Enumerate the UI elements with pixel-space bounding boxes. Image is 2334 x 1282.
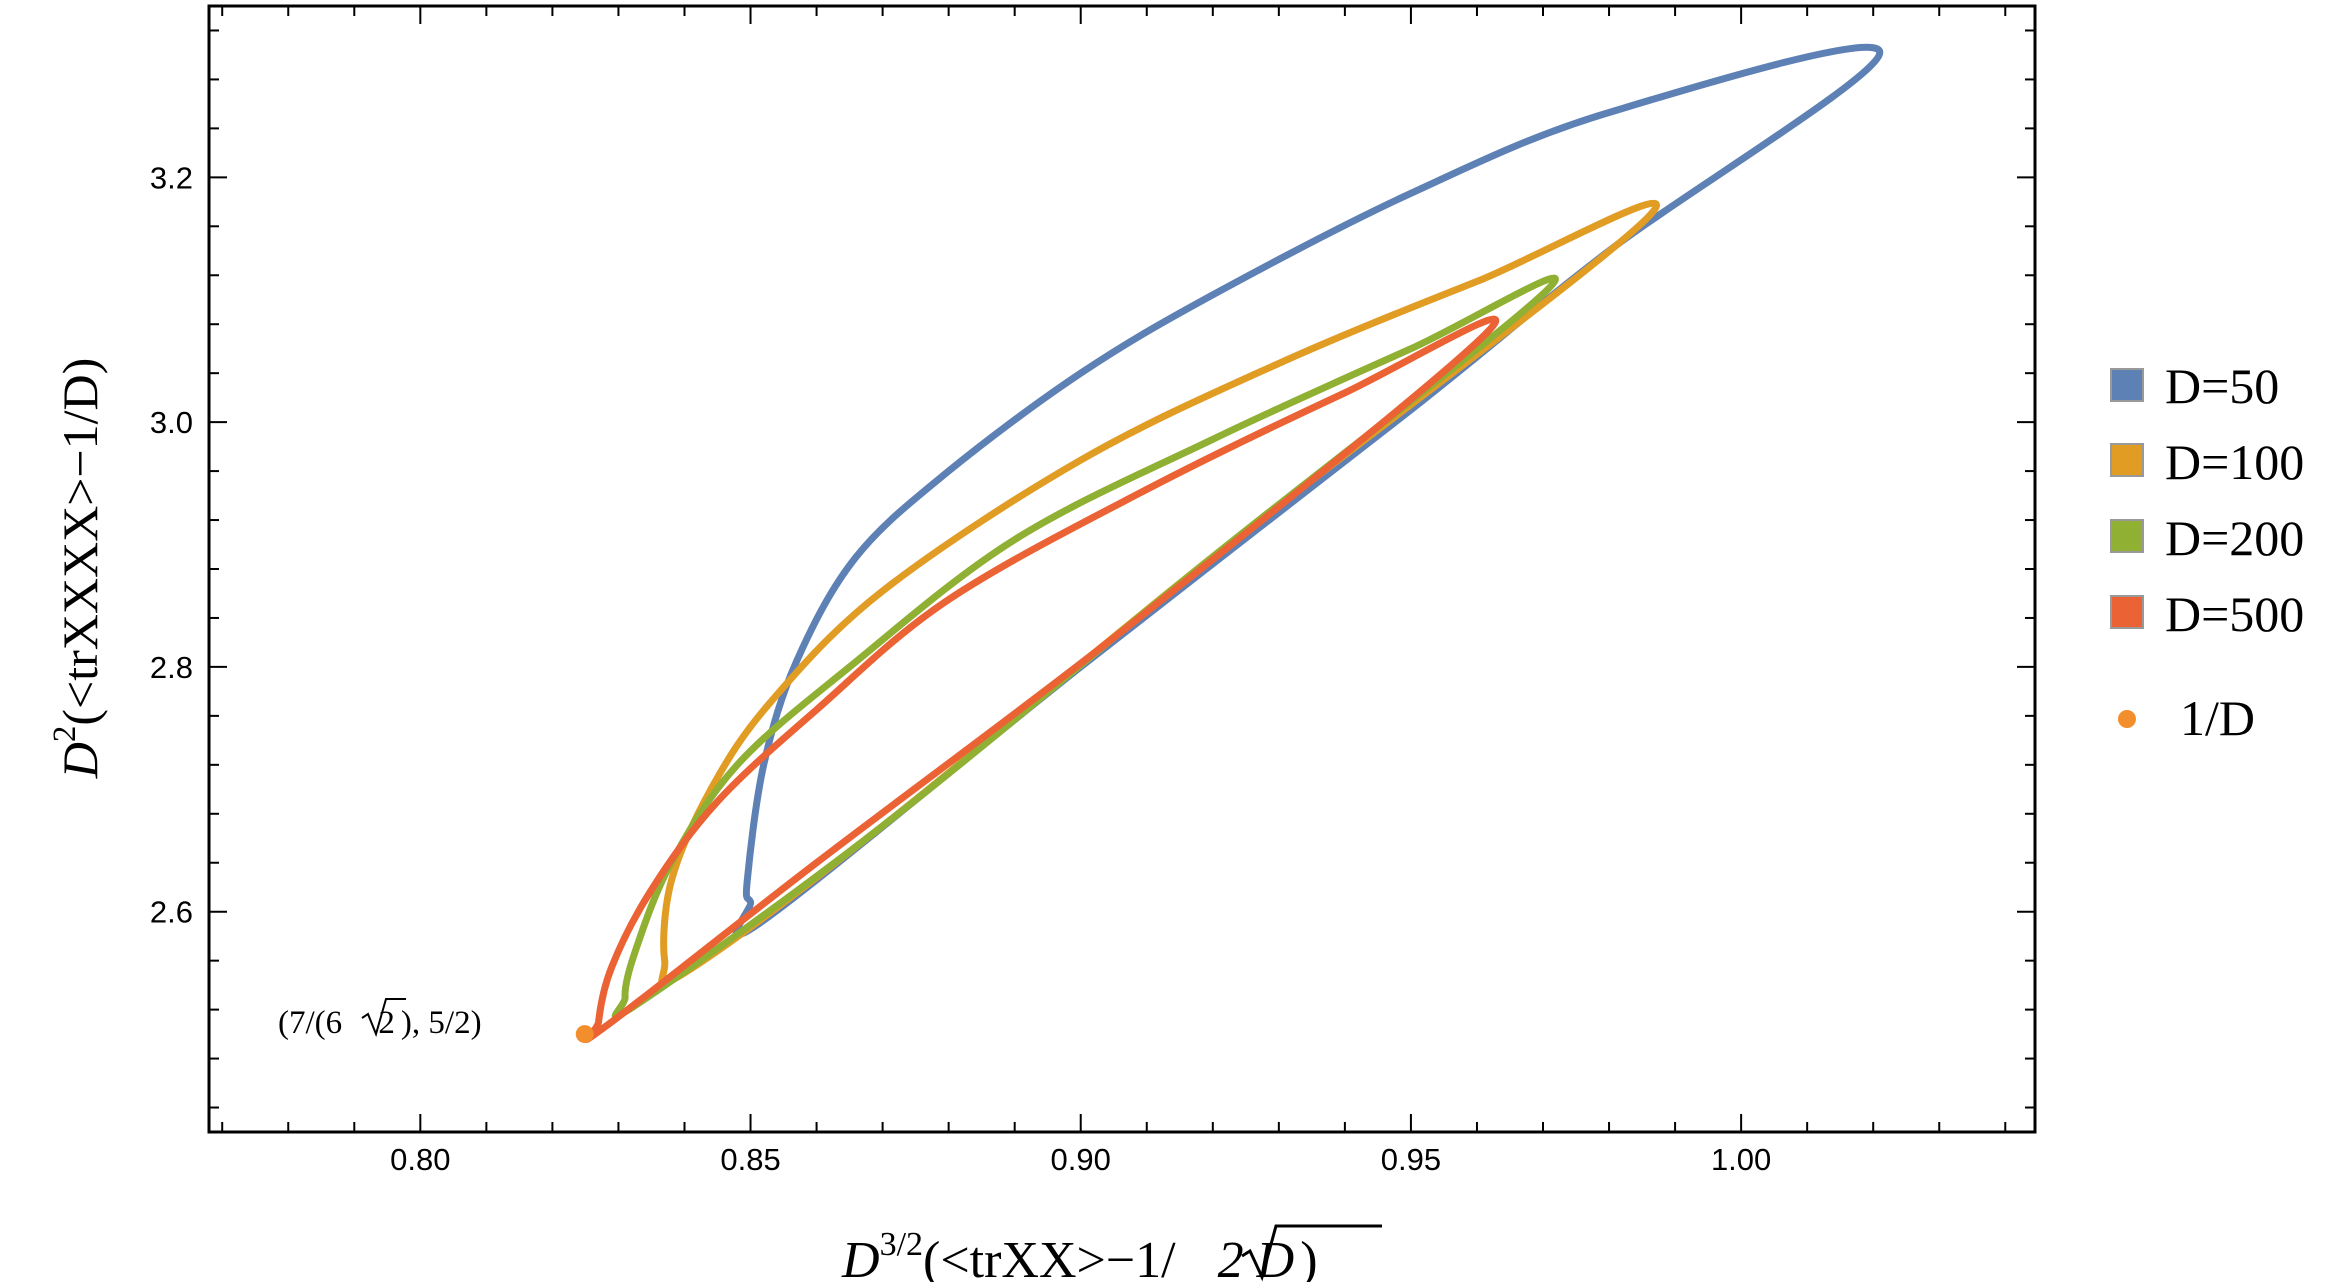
svg-text:(7/(6 2), 5/2): (7/(6 2), 5/2) (278, 1005, 482, 1041)
legend-label-d200: D=200 (2165, 510, 2304, 566)
x-axis-title: D3/2(<trXX>−1/2 D) (841, 1224, 1382, 1282)
x-tick-label: 0.95 (1381, 1142, 1441, 1177)
annotation-text-after: ), 5/2) (401, 1005, 482, 1041)
x-axis-title-suffix: ) (1300, 1232, 1317, 1282)
y-tick-label: 2.6 (150, 895, 193, 930)
x-tick-label: 0.85 (720, 1142, 780, 1177)
point-layer (575, 1025, 594, 1044)
tick-labels: 0.80 0.85 0.90 0.95 1.00 2.6 2.8 3.0 3.2 (150, 160, 1771, 1177)
x-axis-title-radicand: 2 D (1218, 1232, 1295, 1282)
y-tick-label: 3.0 (150, 405, 193, 440)
legend-swatch-d200 (2110, 519, 2144, 553)
legend: D=50 D=100 D=200 D=500 1/D (2110, 358, 2304, 746)
x-tick-label: 1.00 (1711, 1142, 1771, 1177)
svg-text:D3/2(<trXX>−1/2 D): D3/2(<trXX>−1/2 D) (841, 1226, 1318, 1282)
x-axis-title-prefix: D (841, 1232, 880, 1282)
axis-ticks (209, 6, 2035, 1132)
series-line-d500 (583, 315, 1500, 1043)
series-layer (583, 43, 1884, 1043)
x-tick-label: 0.80 (390, 1142, 450, 1177)
annotation-radicand: 2 (378, 1005, 395, 1041)
y-axis-title-prefix: D (52, 742, 108, 779)
legend-label-d500: D=500 (2165, 586, 2304, 642)
y-axis-title: D2(<trXXXX>−1/D) (47, 358, 108, 779)
point-1-over-d (575, 1025, 594, 1044)
annotation: (7/(6 2), 5/2) (278, 998, 482, 1041)
plot-frame (207, 4, 2037, 1134)
annotation-sqrt-sign (361, 998, 406, 1038)
y-tick-label: 2.8 (150, 650, 193, 685)
x-tick-label: 0.90 (1051, 1142, 1111, 1177)
svg-text:D2(<trXXXX>−1/D): D2(<trXXXX>−1/D) (47, 358, 108, 779)
legend-swatch-d100 (2110, 443, 2144, 477)
x-axis-sqrt-sign (1241, 1224, 1382, 1282)
legend-marker-1-over-d (2118, 710, 2136, 728)
legend-label-d100: D=100 (2165, 434, 2304, 490)
legend-label-d50: D=50 (2165, 358, 2279, 414)
legend-swatch-d50 (2110, 368, 2144, 402)
x-axis-title-superscript: 3/2 (880, 1226, 923, 1263)
y-axis-title-text: (<trXXXX>−1/D) (52, 358, 108, 726)
legend-label-1-over-d: 1/D (2180, 690, 2255, 746)
y-tick-label: 3.2 (150, 160, 193, 195)
x-axis-title-text: (<trXX>−1/ (923, 1232, 1176, 1282)
y-axis-title-superscript: 2 (47, 726, 83, 743)
annotation-text-before: (7/(6 (278, 1005, 350, 1041)
legend-swatch-d500 (2110, 595, 2144, 629)
